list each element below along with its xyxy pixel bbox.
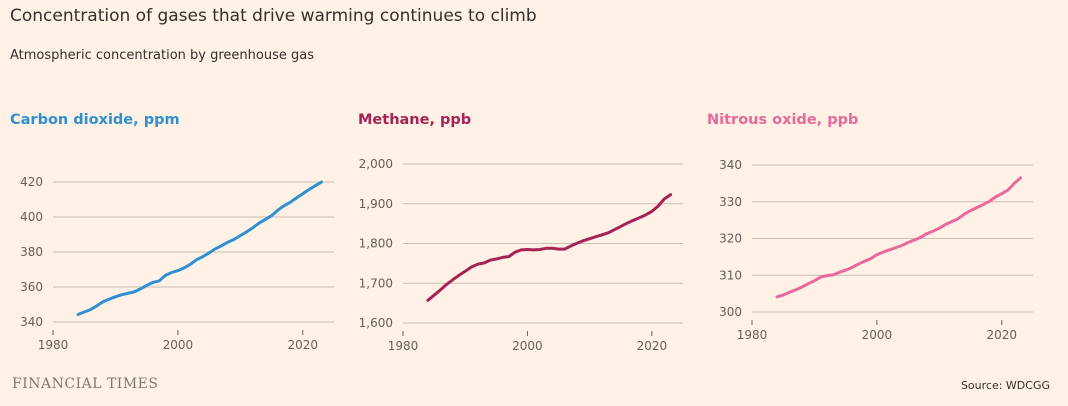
x-tick-label: 2020 — [637, 339, 668, 353]
y-tick-label: 1,700 — [359, 276, 393, 290]
y-tick-label: 1,600 — [359, 316, 393, 330]
y-tick-label: 400 — [20, 210, 43, 224]
y-tick-label: 380 — [20, 245, 43, 259]
x-tick-label: 1980 — [38, 338, 69, 352]
y-tick-label: 360 — [20, 280, 43, 294]
series-line-n2o — [775, 176, 1022, 299]
x-tick-label: 2000 — [512, 339, 543, 353]
x-tick-label: 2000 — [862, 328, 893, 342]
y-tick-label: 340 — [20, 315, 43, 329]
y-tick-label: 420 — [20, 175, 43, 189]
ft-brand-logo: FINANCIAL TIMES — [12, 376, 159, 392]
x-tick-label: 1980 — [737, 328, 768, 342]
y-tick-label: 1,800 — [359, 237, 393, 251]
y-tick-label: 1,900 — [359, 197, 393, 211]
y-tick-label: 340 — [719, 158, 742, 172]
x-tick-label: 2020 — [987, 328, 1018, 342]
panel-title-carbon-dioxide: Carbon dioxide, ppm — [10, 112, 180, 128]
panel-title-methane: Methane, ppb — [358, 112, 472, 128]
source-note: Source: WDCGG — [960, 379, 1050, 392]
x-tick-label: 2000 — [163, 338, 194, 352]
chart-methane: 1,600 1,700 1,800 1,900 2,000 1980 2000 2020 — [359, 157, 683, 353]
y-tick-label: 310 — [719, 268, 742, 282]
x-tick-label: 1980 — [388, 339, 419, 353]
series-line-methane — [426, 193, 673, 302]
y-tick-label: 330 — [719, 195, 742, 209]
y-tick-label: 320 — [719, 232, 742, 246]
series-line-co2 — [76, 180, 323, 316]
chart-subtitle: Atmospheric concentration by greenhouse … — [10, 48, 314, 63]
y-tick-label: 2,000 — [359, 157, 393, 171]
y-tick-label: 300 — [719, 305, 742, 319]
x-tick-label: 2020 — [288, 338, 319, 352]
chart-n2o: 300 310 320 330 340 1980 2000 2020 — [719, 158, 1033, 342]
chart-co2: 340 360 380 400 420 1980 2000 2020 — [20, 175, 334, 352]
chart-title: Concentration of gases that drive warmin… — [10, 6, 537, 26]
panel-title-nitrous-oxide: Nitrous oxide, ppb — [707, 112, 859, 128]
